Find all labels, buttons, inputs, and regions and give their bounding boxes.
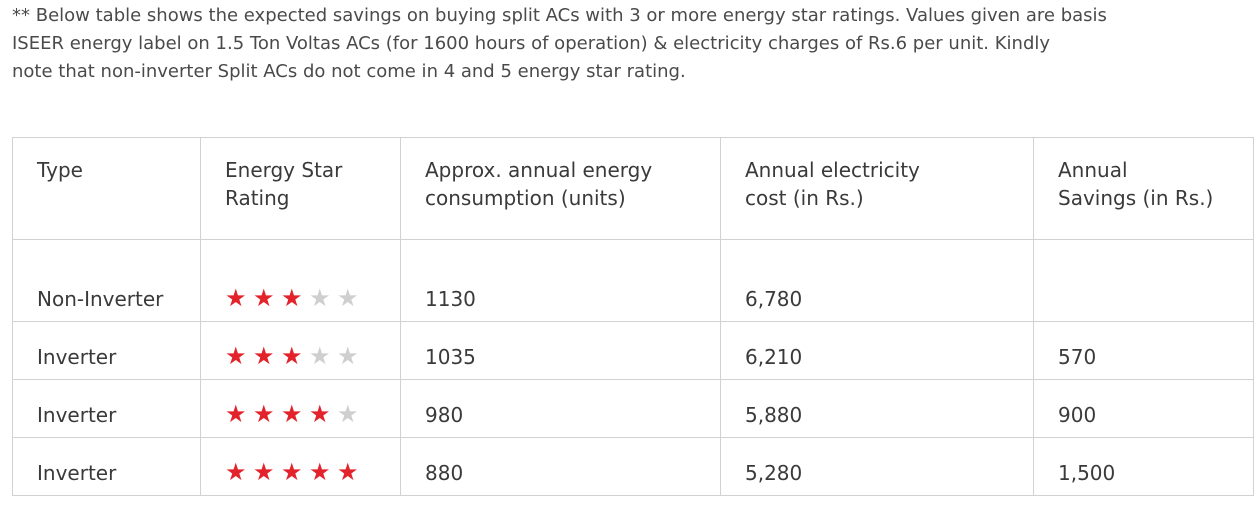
table-row: Inverter ★ ★ ★ ★ ★ 1035 6,210 570: [12, 321, 1254, 380]
row-savings: [1033, 239, 1254, 322]
empty-star-icon: ★: [309, 284, 331, 312]
filled-star-icon: ★: [253, 458, 275, 486]
row-rating: ★ ★ ★ ★ ★: [200, 379, 401, 438]
row-consumption: 980: [400, 379, 721, 438]
header-energy-star-rating: Energy Star Rating: [200, 137, 401, 240]
filled-star-icon: ★: [309, 458, 331, 486]
filled-star-icon: ★: [225, 400, 247, 428]
filled-star-icon: ★: [253, 284, 275, 312]
row-savings: 570: [1033, 321, 1254, 380]
row-consumption: 880: [400, 437, 721, 496]
empty-star-icon: ★: [337, 342, 359, 370]
table-header-row: Type Energy Star Rating Approx. annual en…: [12, 137, 1254, 240]
table-row: Inverter ★ ★ ★ ★ ★ 980 5,880 900: [12, 379, 1254, 438]
row-consumption: 1035: [400, 321, 721, 380]
row-cost: 6,780: [720, 239, 1034, 322]
row-cost: 5,880: [720, 379, 1034, 438]
empty-star-icon: ★: [309, 342, 331, 370]
row-consumption: 1130: [400, 239, 721, 322]
note-line-1: ** Below table shows the expected saving…: [12, 5, 1107, 26]
savings-table: Type Energy Star Rating Approx. annual en…: [12, 137, 1254, 496]
row-savings: 900: [1033, 379, 1254, 438]
filled-star-icon: ★: [281, 458, 303, 486]
header-consumption: Approx. annual energy consumption (units): [400, 137, 721, 240]
filled-star-icon: ★: [281, 342, 303, 370]
note-line-2: ISEER energy label on 1.5 Ton Voltas ACs…: [12, 33, 1051, 54]
header-type: Type: [12, 137, 201, 240]
savings-note: ** Below table shows the expected saving…: [12, 2, 1252, 86]
filled-star-icon: ★: [281, 284, 303, 312]
row-rating: ★ ★ ★ ★ ★: [200, 437, 401, 496]
star-rating: ★ ★ ★ ★ ★: [225, 286, 365, 310]
row-type: Inverter: [12, 321, 201, 380]
header-electricity-cost: Annual electricity cost (in Rs.): [720, 137, 1034, 240]
star-rating: ★ ★ ★ ★ ★: [225, 460, 365, 484]
filled-star-icon: ★: [225, 458, 247, 486]
row-savings: 1,500: [1033, 437, 1254, 496]
filled-star-icon: ★: [281, 400, 303, 428]
empty-star-icon: ★: [337, 284, 359, 312]
table-row: Non-Inverter ★ ★ ★ ★ ★ 1130 6,780: [12, 239, 1254, 322]
row-type: Inverter: [12, 379, 201, 438]
filled-star-icon: ★: [253, 342, 275, 370]
row-cost: 6,210: [720, 321, 1034, 380]
row-rating: ★ ★ ★ ★ ★: [200, 321, 401, 380]
header-annual-savings: Annual Savings (in Rs.): [1033, 137, 1254, 240]
row-cost: 5,280: [720, 437, 1034, 496]
table-row: Inverter ★ ★ ★ ★ ★ 880 5,280 1,500: [12, 437, 1254, 496]
filled-star-icon: ★: [253, 400, 275, 428]
star-rating: ★ ★ ★ ★ ★: [225, 402, 365, 426]
filled-star-icon: ★: [225, 284, 247, 312]
filled-star-icon: ★: [225, 342, 247, 370]
row-type: Non-Inverter: [12, 239, 201, 322]
filled-star-icon: ★: [309, 400, 331, 428]
row-rating: ★ ★ ★ ★ ★: [200, 239, 401, 322]
star-rating: ★ ★ ★ ★ ★: [225, 344, 365, 368]
row-type: Inverter: [12, 437, 201, 496]
note-line-3: note that non-inverter Split ACs do not …: [12, 61, 686, 82]
empty-star-icon: ★: [337, 400, 359, 428]
filled-star-icon: ★: [337, 458, 359, 486]
